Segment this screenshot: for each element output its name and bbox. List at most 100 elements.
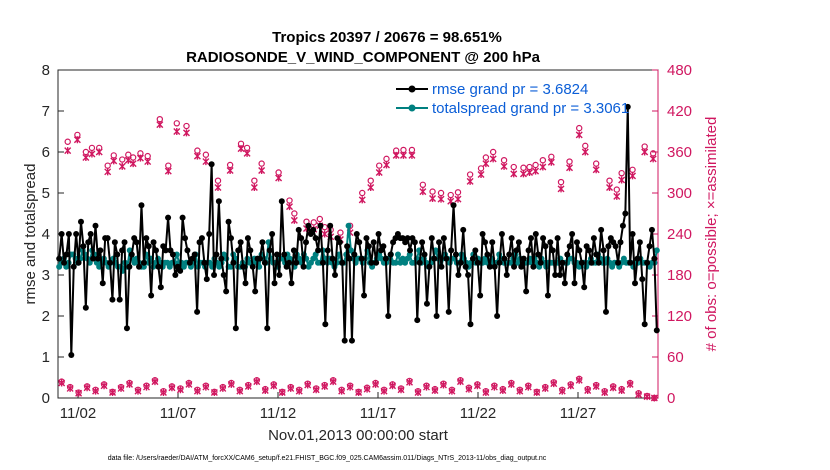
rmse-point [111,239,118,246]
rmse-point [223,288,230,295]
obs-assimilated-marker [609,384,617,392]
obs-assimilated-marker [321,230,329,238]
rmse-point [107,259,114,266]
y-tick-label: 4 [42,226,50,243]
rmse-point [455,272,462,278]
y-tick-label: 1 [42,349,50,366]
obs-possible-marker [359,189,366,197]
obs-possible-marker [477,165,485,172]
rmse-point [382,255,389,262]
obs-assimilated-marker [321,382,329,390]
obs-possible-marker [258,160,265,167]
rmse-point [298,235,305,242]
rmse-point [462,263,469,270]
rmse-point [80,243,87,250]
rmse-point [123,325,130,332]
totalspread-point [395,251,401,258]
rmse-point [489,239,496,246]
obs-assimilated-marker [58,379,66,387]
rmse-point [235,247,242,254]
obs-possible-marker [251,177,258,184]
obs-assimilated-marker [500,162,508,170]
y-right-tick-label: 0 [667,390,675,407]
rmse-point [232,325,239,332]
obs-possible-marker [214,177,222,184]
obs-assimilated-marker [168,384,176,392]
obs-possible-marker [482,154,490,161]
rmse-point [356,239,363,246]
y-right-tick-label: 480 [667,62,692,79]
rmse-point [486,263,493,270]
rmse-point [595,259,602,266]
rmse-point [527,235,534,242]
rmse-point [457,259,464,266]
rmse-point [644,259,651,266]
rmse-point [218,255,225,262]
rmse-point [651,255,658,262]
obs-assimilated-marker [363,385,371,393]
obs-assimilated-marker [372,380,380,388]
rmse-point [97,247,104,254]
rmse-point [600,247,607,254]
rmse-point [605,243,612,250]
obs-assimilated-marker [243,149,251,157]
obs-possible-marker [310,219,317,226]
rmse-point [201,259,208,266]
y-axis-label-right: # of obs: o=possible; ×=assimilated [703,117,720,352]
rmse-point [310,226,317,233]
rmse-point [119,247,126,254]
rmse-point [257,255,264,262]
rmse-point [295,226,302,233]
rmse-point [515,239,522,246]
obs-assimilated-marker [295,387,303,395]
obs-assimilated-marker [516,387,524,395]
rmse-point [506,251,513,258]
rmse-point [99,280,106,287]
rmse-point [75,259,82,266]
obs-assimilated-marker [465,385,473,393]
legend-spread-label: totalspread grand pr = 3.3061 [432,100,629,117]
rmse-point [191,251,198,258]
obs-assimilated-marker [117,384,125,392]
obs-assimilated-marker [253,378,261,386]
data-file-footnote: data file: /Users/raeder/DAI/ATM_forcXX/… [108,455,547,462]
obs-possible-marker [466,171,474,178]
rmse-point [56,255,63,262]
rmse-point [634,255,641,262]
rmse-point [324,247,331,254]
rmse-point [215,198,222,205]
obs-assimilated-marker [227,380,235,388]
rmse-point [554,235,561,242]
rmse-point [525,247,532,254]
rmse-point [230,259,237,266]
obs-possible-marker [510,163,517,171]
rmse-point [249,263,256,270]
obs-assimilated-marker [136,154,144,162]
y-tick-label: 5 [42,185,50,202]
rmse-point [578,259,585,266]
rmse-point [530,263,537,270]
rmse-point [286,259,293,266]
obs-possible-marker [291,210,298,217]
rmse-point [293,259,300,266]
rmse-point [450,202,457,209]
rmse-point [513,247,520,254]
rmse-point [203,276,210,283]
y-tick-label: 2 [42,308,50,325]
obs-assimilated-marker [134,387,142,395]
rmse-point [632,280,639,287]
obs-assimilated-marker [629,172,637,180]
obs-assimilated-marker [92,387,100,395]
x-axis-ticks: 11/02 11/07 11/12 11/17 11/22 11/27 [60,392,596,422]
rmse-point [288,280,295,287]
rmse-point [438,263,445,270]
obs-assimilated-marker [110,157,118,165]
rmse-point [518,263,525,270]
rmse-point [361,292,368,299]
rmse-point [109,296,116,303]
obs-possible-marker [383,155,390,163]
rmse-point [327,222,334,229]
rmse-point [319,259,326,266]
obs-assimilated-marker [159,389,167,397]
obs-assimilated-marker [392,151,400,159]
